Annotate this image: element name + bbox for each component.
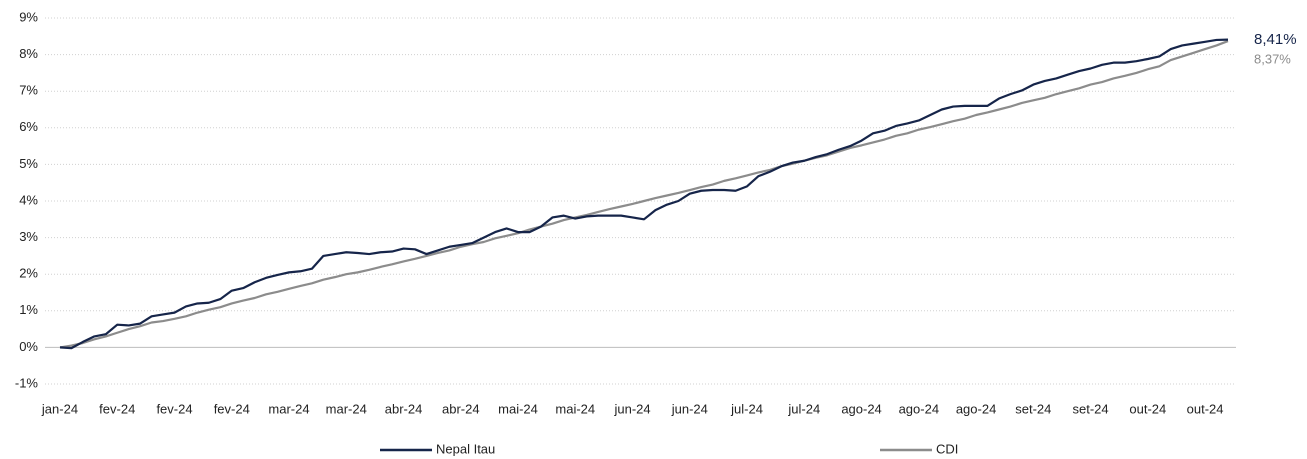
- x-tick-label: ago-24: [956, 401, 996, 416]
- x-tick-label: mai-24: [498, 401, 538, 416]
- y-tick-label: 8%: [19, 46, 38, 61]
- x-tick-label: set-24: [1073, 401, 1109, 416]
- series-line: [59, 38, 1229, 350]
- legend-label: Nepal Itau: [436, 441, 495, 456]
- y-tick-label: 1%: [19, 302, 38, 317]
- x-tick-label: fev-24: [156, 401, 192, 416]
- y-tick-label: 2%: [19, 266, 38, 281]
- x-tick-label: out-24: [1129, 401, 1166, 416]
- x-tick-label: fev-24: [214, 401, 250, 416]
- y-tick-label: 9%: [19, 9, 38, 24]
- x-tick-label: jul-24: [730, 401, 763, 416]
- y-tick-label: 4%: [19, 192, 38, 207]
- x-tick-label: set-24: [1015, 401, 1051, 416]
- end-value-label: 8,41%: [1254, 31, 1297, 48]
- x-tick-label: jun-24: [671, 401, 708, 416]
- x-tick-label: out-24: [1187, 401, 1224, 416]
- x-tick-label: ago-24: [899, 401, 939, 416]
- y-tick-label: 3%: [19, 229, 38, 244]
- x-tick-label: fev-24: [99, 401, 135, 416]
- x-tick-label: mar-24: [268, 401, 309, 416]
- x-tick-label: mai-24: [555, 401, 595, 416]
- end-value-label: 8,37%: [1254, 51, 1291, 66]
- y-tick-label: 5%: [19, 156, 38, 171]
- x-tick-label: jan-24: [41, 401, 78, 416]
- x-tick-label: mar-24: [326, 401, 367, 416]
- x-tick-label: jun-24: [613, 401, 650, 416]
- y-tick-label: -1%: [15, 375, 39, 390]
- series-line: [59, 40, 1229, 349]
- x-tick-label: abr-24: [385, 401, 423, 416]
- x-tick-label: ago-24: [841, 401, 881, 416]
- legend-label: CDI: [936, 441, 958, 456]
- y-tick-label: 7%: [19, 83, 38, 98]
- x-tick-label: jul-24: [787, 401, 820, 416]
- x-tick-label: abr-24: [442, 401, 480, 416]
- y-tick-label: 6%: [19, 119, 38, 134]
- y-tick-label: 0%: [19, 339, 38, 354]
